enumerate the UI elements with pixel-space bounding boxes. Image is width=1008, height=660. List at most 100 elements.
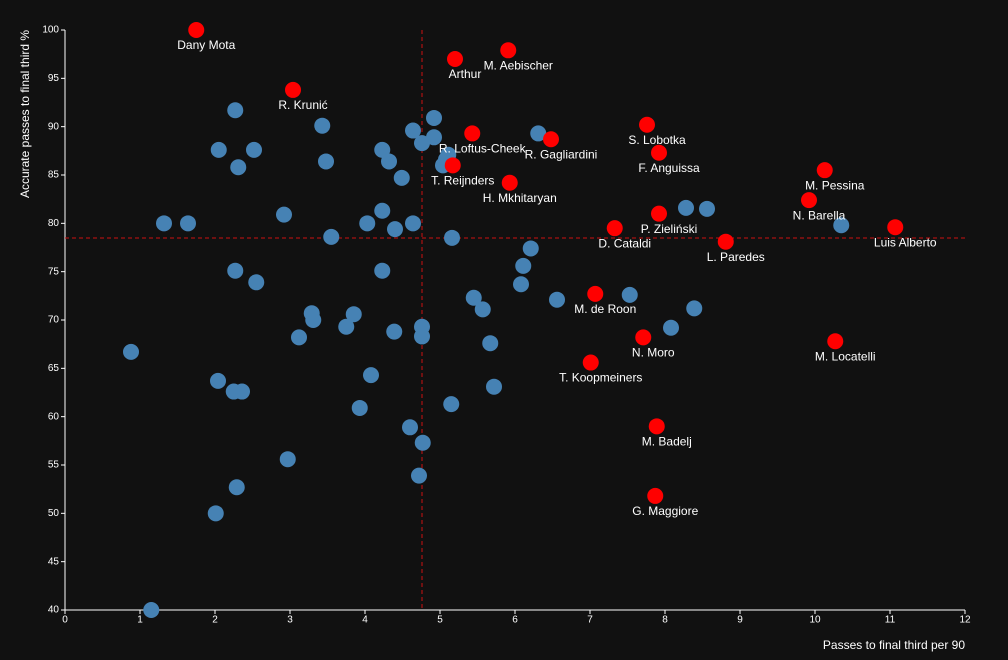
y-tick-label: 80 [48,218,60,229]
x-tick-label: 5 [437,615,443,626]
y-tick-label: 75 [48,266,60,277]
point [587,285,604,302]
point-label: N. Barella [793,208,846,222]
point [279,451,296,468]
point [207,505,224,522]
point [426,109,442,126]
point-label: Luis Alberto [874,235,937,249]
y-tick-label: 95 [48,73,60,84]
point-label: M. Aebischer [484,58,553,72]
y-tick-label: 50 [48,508,60,519]
point [651,205,667,222]
point-label: S. Lobotka [628,133,686,147]
point [359,215,376,232]
y-tick-label: 70 [48,315,60,326]
point-label: R. Loftus-Cheek [439,142,527,156]
point [465,289,482,306]
point [500,42,517,59]
point [230,159,247,176]
point [686,300,703,317]
point [227,262,244,279]
point-label: R. Krunić [278,98,327,112]
point [156,215,172,232]
point [180,215,196,232]
point-label: D. Cataldi [598,236,651,250]
point [248,274,265,291]
point-label: M. Badelj [642,435,692,449]
point [405,215,421,232]
x-tick-label: 6 [512,615,518,626]
point [582,354,599,371]
point [647,487,664,504]
point [291,329,307,346]
point-label: L. Paredes [707,250,765,264]
point-label: N. Moro [632,346,675,360]
point [801,192,817,209]
point [833,217,850,234]
point [323,228,340,245]
point [444,229,460,246]
point-label: M. Locatelli [815,349,876,363]
point [663,319,679,336]
point [486,378,502,395]
point-label: Arthur [449,67,482,81]
point [464,125,481,142]
point-label: P. Zieliński [641,222,697,236]
x-tick-label: 7 [587,615,593,626]
y-tick-label: 40 [48,605,60,616]
x-tick-label: 12 [959,615,971,626]
point [228,479,245,496]
x-tick-label: 4 [362,615,368,626]
point-label: F. Anguissa [638,161,700,175]
point [402,419,418,436]
point [474,301,491,318]
point [227,102,244,119]
x-tick-label: 11 [885,615,896,626]
point [318,153,334,170]
point-label: M. Pessina [805,178,865,192]
point [276,206,292,223]
point [447,51,463,67]
point [314,117,331,134]
y-tick-label: 100 [42,25,59,36]
x-tick-label: 9 [737,615,743,626]
point [635,329,652,346]
point [345,306,362,323]
point-label: T. Koopmeiners [559,371,642,385]
point [717,233,734,250]
point [363,367,379,384]
x-tick-label: 1 [137,615,143,626]
point [305,312,322,328]
point [549,291,565,308]
x-tick-label: 3 [287,615,293,626]
point [188,22,205,38]
point [123,343,139,360]
point-label: G. Maggiore [632,504,698,518]
point [482,335,499,352]
x-tick-label: 0 [62,615,68,626]
x-axis-label: Passes to final third per 90 [823,638,965,652]
point [246,141,262,158]
y-tick-label: 90 [48,121,60,132]
point [414,135,430,152]
point [887,219,904,236]
point [338,318,355,335]
point [648,418,665,435]
point [699,200,715,217]
point [414,434,431,451]
point [513,276,529,293]
point [381,153,397,170]
point [639,116,655,133]
point [393,169,410,186]
point [606,220,623,237]
point [426,129,442,146]
x-tick-label: 8 [662,615,668,626]
point [414,328,430,345]
point [374,262,391,279]
y-tick-label: 55 [48,460,60,471]
point [501,174,518,191]
y-tick-label: 60 [48,411,60,422]
